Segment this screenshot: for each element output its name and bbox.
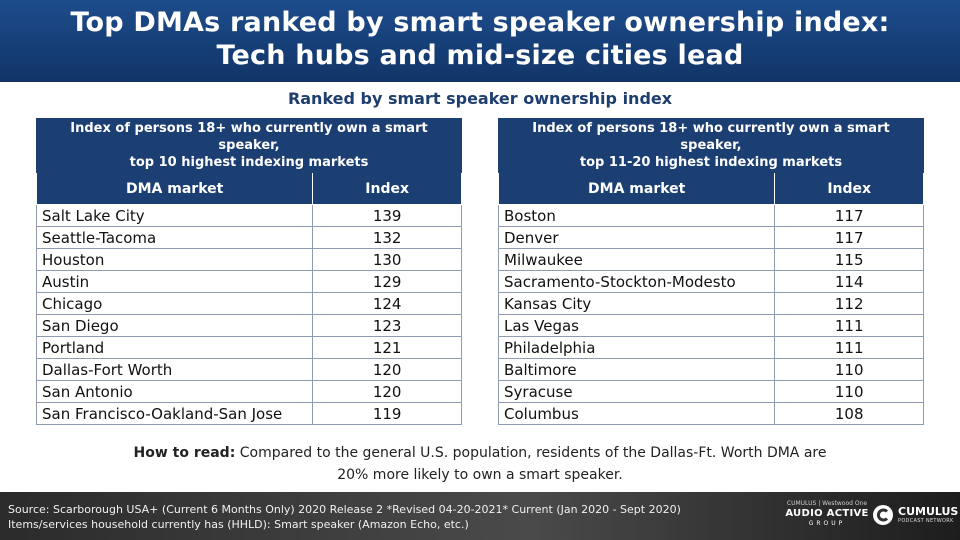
table-row: Denver 117 bbox=[497, 226, 924, 249]
column-header-index: Index bbox=[312, 172, 462, 205]
dma-market-cell: Milwaukee bbox=[497, 248, 776, 271]
podcast-network-text: PODCAST NETWORK bbox=[898, 518, 954, 524]
table-row: Salt Lake City 139 bbox=[35, 204, 462, 227]
table-row: Milwaukee 115 bbox=[497, 248, 924, 271]
index-value-cell: 112 bbox=[774, 292, 924, 315]
dma-market-cell: Kansas City bbox=[497, 292, 776, 315]
slide-title-line-2: Tech hubs and mid-size cities lead bbox=[216, 40, 744, 71]
index-value-cell: 110 bbox=[774, 358, 924, 381]
caption-line-1: Index of persons 18+ who currently own a… bbox=[532, 121, 890, 153]
source-line-2: Items/services household currently has (… bbox=[8, 518, 469, 531]
table-row: San Diego 123 bbox=[35, 314, 462, 337]
dma-market-cell: Sacramento-Stockton-Modesto bbox=[497, 270, 776, 293]
table-row: Chicago 124 bbox=[35, 292, 462, 315]
dma-market-cell: Baltimore bbox=[497, 358, 776, 381]
top-10-table: Index of persons 18+ who currently own a… bbox=[35, 118, 462, 425]
dma-market-cell: Philadelphia bbox=[497, 336, 776, 359]
caption-line-2: top 10 highest indexing markets bbox=[129, 155, 369, 170]
column-header-market: DMA market bbox=[497, 172, 776, 205]
dma-market-cell: Boston bbox=[497, 204, 776, 227]
index-value-cell: 139 bbox=[312, 204, 462, 227]
table-row: Houston 130 bbox=[35, 248, 462, 271]
index-value-cell: 129 bbox=[312, 270, 462, 293]
source-line-1: Source: Scarborough USA+ (Current 6 Mont… bbox=[8, 503, 681, 516]
index-value-cell: 124 bbox=[312, 292, 462, 315]
table-row: Dallas-Fort Worth 120 bbox=[35, 358, 462, 381]
dma-market-cell: Chicago bbox=[35, 292, 314, 315]
table-row: Boston 117 bbox=[497, 204, 924, 227]
cumulus-logo-text: CUMULUS bbox=[898, 505, 959, 518]
table-row: Austin 129 bbox=[35, 270, 462, 293]
caption-line-1: Index of persons 18+ who currently own a… bbox=[70, 121, 428, 153]
table-row: Seattle-Tacoma 132 bbox=[35, 226, 462, 249]
index-value-cell: 115 bbox=[774, 248, 924, 271]
cumulus-c-icon bbox=[873, 505, 893, 525]
index-value-cell: 110 bbox=[774, 380, 924, 403]
caption-line-2: top 11-20 highest indexing markets bbox=[579, 155, 843, 170]
index-value-cell: 108 bbox=[774, 402, 924, 425]
dma-market-cell: Las Vegas bbox=[497, 314, 776, 337]
dma-market-cell: Houston bbox=[35, 248, 314, 271]
index-value-cell: 117 bbox=[774, 204, 924, 227]
slide-subtitle: Ranked by smart speaker ownership index bbox=[287, 89, 673, 108]
index-value-cell: 132 bbox=[312, 226, 462, 249]
index-value-cell: 120 bbox=[312, 380, 462, 403]
index-value-cell: 119 bbox=[312, 402, 462, 425]
column-header-index: Index bbox=[774, 172, 924, 205]
logo-top-text: CUMULUS | Westwood One bbox=[786, 500, 868, 507]
table-row: Sacramento-Stockton-Modesto 114 bbox=[497, 270, 924, 293]
dma-market-cell: Seattle-Tacoma bbox=[35, 226, 314, 249]
how-to-read-note: How to read: Compared to the general U.S… bbox=[120, 442, 840, 486]
slide-header: Top DMAs ranked by smart speaker ownersh… bbox=[0, 0, 960, 82]
index-value-cell: 114 bbox=[774, 270, 924, 293]
table-row: Syracuse 110 bbox=[497, 380, 924, 403]
index-value-cell: 117 bbox=[774, 226, 924, 249]
logo-main-text: AUDIO ACTIVE bbox=[785, 508, 869, 519]
table-row: Portland 121 bbox=[35, 336, 462, 359]
dma-market-cell: Salt Lake City bbox=[35, 204, 314, 227]
source-note: Source: Scarborough USA+ (Current 6 Mont… bbox=[8, 502, 768, 532]
index-value-cell: 120 bbox=[312, 358, 462, 381]
how-to-read-text-2: 20% more likely to own a smart speaker. bbox=[337, 467, 623, 483]
logo-group-text: GROUP bbox=[808, 520, 846, 527]
dma-market-cell: Columbus bbox=[497, 402, 776, 425]
table-row: San Francisco-Oakland-San Jose 119 bbox=[35, 402, 462, 425]
audio-active-group-logo: CUMULUS | Westwood One AUDIO ACTIVE GROU… bbox=[782, 500, 872, 534]
dma-market-cell: Syracuse bbox=[497, 380, 776, 403]
table-row: Baltimore 110 bbox=[497, 358, 924, 381]
how-to-read-label: How to read: bbox=[133, 445, 236, 461]
slide-title-line-1: Top DMAs ranked by smart speaker ownersh… bbox=[70, 7, 890, 38]
index-value-cell: 111 bbox=[774, 314, 924, 337]
cumulus-podcast-network-logo: CUMULUS PODCAST NETWORK bbox=[872, 502, 958, 532]
table-caption: Index of persons 18+ who currently own a… bbox=[36, 118, 462, 173]
column-header-market: DMA market bbox=[35, 172, 314, 205]
slide-footer: Source: Scarborough USA+ (Current 6 Mont… bbox=[0, 492, 960, 540]
table-row: Columbus 108 bbox=[497, 402, 924, 425]
index-value-cell: 121 bbox=[312, 336, 462, 359]
dma-market-cell: San Diego bbox=[35, 314, 314, 337]
index-value-cell: 130 bbox=[312, 248, 462, 271]
table-row: San Antonio 120 bbox=[35, 380, 462, 403]
how-to-read-text-1: Compared to the general U.S. population,… bbox=[235, 445, 827, 461]
index-value-cell: 111 bbox=[774, 336, 924, 359]
dma-market-cell: Denver bbox=[497, 226, 776, 249]
dma-market-cell: Portland bbox=[35, 336, 314, 359]
index-value-cell: 123 bbox=[312, 314, 462, 337]
dma-market-cell: San Antonio bbox=[35, 380, 314, 403]
table-caption: Index of persons 18+ who currently own a… bbox=[498, 118, 924, 173]
dma-market-cell: Dallas-Fort Worth bbox=[35, 358, 314, 381]
dma-market-cell: San Francisco-Oakland-San Jose bbox=[35, 402, 314, 425]
table-row: Kansas City 112 bbox=[497, 292, 924, 315]
table-row: Philadelphia 111 bbox=[497, 336, 924, 359]
table-row: Las Vegas 111 bbox=[497, 314, 924, 337]
dma-market-cell: Austin bbox=[35, 270, 314, 293]
top-11-20-table: Index of persons 18+ who currently own a… bbox=[497, 118, 924, 425]
